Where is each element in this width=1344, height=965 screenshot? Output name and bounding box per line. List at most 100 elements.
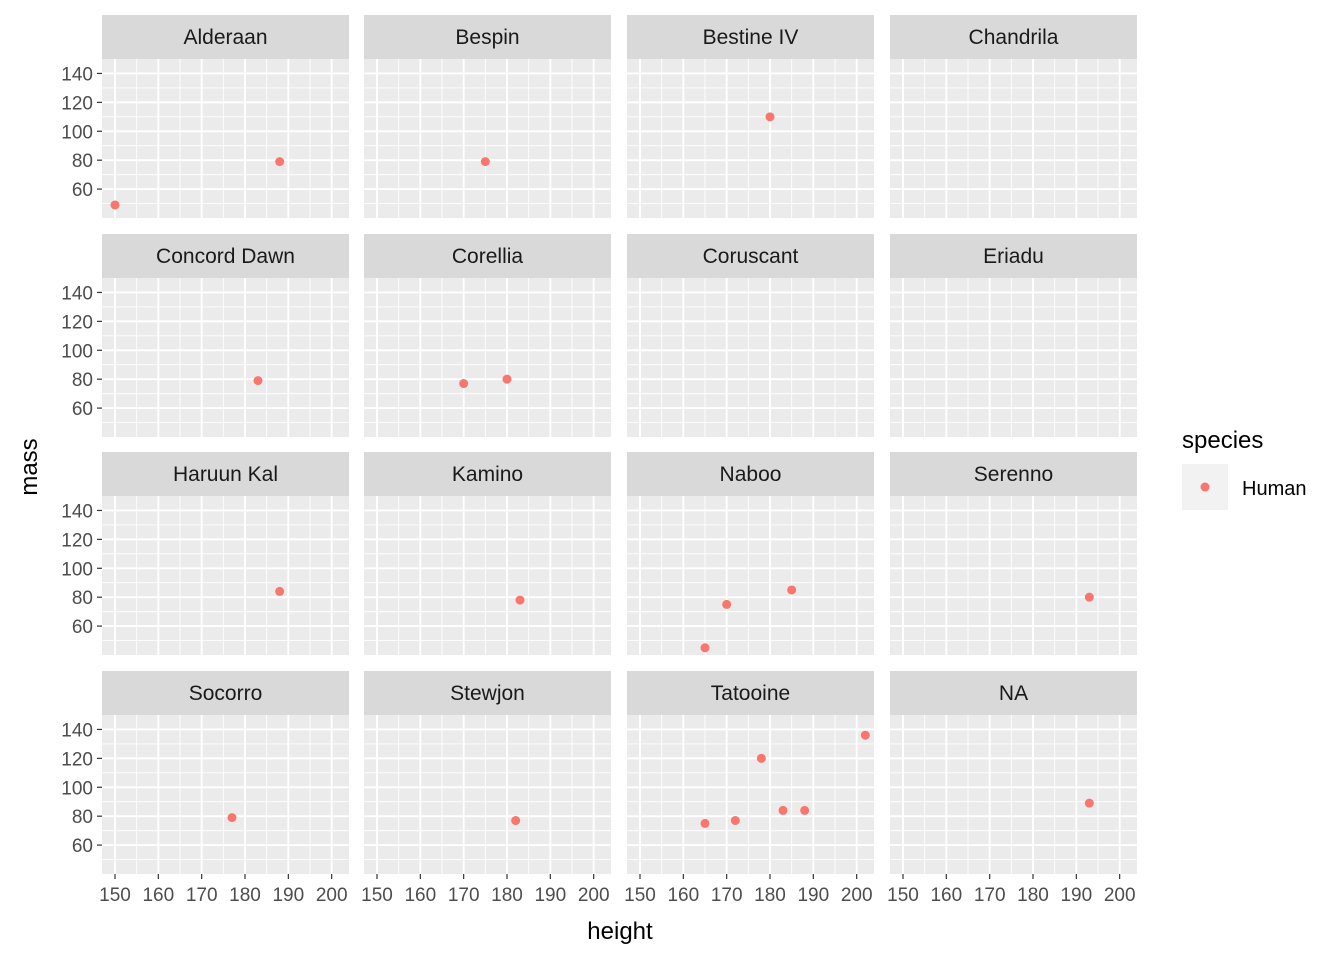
facet-strip-label: Corellia <box>452 245 524 268</box>
x-axis-title: height <box>587 918 653 945</box>
facet-panel <box>102 715 349 874</box>
y-tick-label: 100 <box>61 122 93 143</box>
facet-strip <box>102 452 349 496</box>
legend-title: species <box>1182 427 1263 454</box>
y-tick-label: 120 <box>61 530 93 551</box>
data-point <box>756 753 766 763</box>
data-point <box>511 816 521 826</box>
data-point <box>227 813 237 823</box>
facet-panel <box>890 496 1137 655</box>
x-tick-label: 200 <box>1104 885 1136 906</box>
facet-panel <box>627 715 874 874</box>
y-tick-label: 60 <box>72 399 93 420</box>
y-tick-label: 100 <box>61 778 93 799</box>
facet-strip <box>364 452 611 496</box>
x-tick-label: 180 <box>1017 885 1049 906</box>
y-tick-label: 100 <box>61 559 93 580</box>
x-tick-label: 170 <box>448 885 480 906</box>
data-point <box>502 374 512 384</box>
x-tick-label: 150 <box>99 885 131 906</box>
x-tick-label: 200 <box>578 885 610 906</box>
data-point <box>459 379 469 389</box>
y-tick-label: 120 <box>61 312 93 333</box>
x-tick-label: 190 <box>797 885 829 906</box>
facet-panel <box>364 715 611 874</box>
facet-strip <box>627 452 874 496</box>
data-point <box>700 818 710 828</box>
y-tick-label: 60 <box>72 180 93 201</box>
facet-strip-label: Serenno <box>974 463 1053 486</box>
data-point <box>1084 592 1094 602</box>
x-tick-label: 200 <box>316 885 348 906</box>
x-tick-label: 180 <box>754 885 786 906</box>
facet-strip <box>627 671 874 715</box>
y-tick-label: 80 <box>72 370 93 391</box>
legend-point <box>1200 482 1210 492</box>
data-point <box>275 586 285 596</box>
x-tick-label: 190 <box>272 885 304 906</box>
facet-strip-label: Socorro <box>189 682 263 705</box>
facet-strip <box>890 671 1137 715</box>
facet-panel <box>102 278 349 437</box>
y-tick-label: 140 <box>61 501 93 522</box>
data-point <box>1084 798 1094 808</box>
x-tick-label: 200 <box>841 885 873 906</box>
data-point <box>787 585 797 595</box>
facet-strip-label: Concord Dawn <box>156 245 295 268</box>
facet-panel <box>890 715 1137 874</box>
facet-strip-label: Kamino <box>452 463 523 486</box>
facet-strip-label: Tatooine <box>711 682 790 705</box>
x-tick-label: 150 <box>887 885 919 906</box>
y-tick-label: 60 <box>72 617 93 638</box>
facet-strip <box>627 15 874 59</box>
facet-strip <box>102 671 349 715</box>
facet-panel <box>102 59 349 218</box>
legend-label: Human <box>1242 478 1306 500</box>
x-tick-label: 180 <box>491 885 523 906</box>
facet-strip <box>890 15 1137 59</box>
facet-strip <box>102 234 349 278</box>
x-tick-label: 180 <box>229 885 261 906</box>
x-tick-label: 170 <box>711 885 743 906</box>
y-tick-label: 80 <box>72 151 93 172</box>
data-point <box>515 595 525 605</box>
facet-strip-label: Haruun Kal <box>173 463 278 486</box>
facet-panel <box>364 59 611 218</box>
x-tick-label: 160 <box>667 885 699 906</box>
facet-strip-label: Eriadu <box>983 245 1044 268</box>
y-tick-label: 100 <box>61 341 93 362</box>
y-tick-label: 60 <box>72 836 93 857</box>
facet-strip-label: Coruscant <box>703 245 799 268</box>
x-tick-label: 160 <box>404 885 436 906</box>
facet-panel <box>364 278 611 437</box>
x-tick-label: 160 <box>930 885 962 906</box>
x-tick-label: 160 <box>142 885 174 906</box>
data-point <box>275 157 285 167</box>
facet-panel <box>364 496 611 655</box>
facet-strip <box>364 15 611 59</box>
data-point <box>800 805 810 815</box>
facet-panel <box>102 496 349 655</box>
y-tick-label: 120 <box>61 749 93 770</box>
facet-strip-label: Stewjon <box>450 682 525 705</box>
y-tick-label: 80 <box>72 588 93 609</box>
y-axis-title: mass <box>16 438 43 495</box>
y-tick-label: 120 <box>61 93 93 114</box>
data-point <box>253 376 263 386</box>
facet-panel <box>627 278 874 437</box>
x-tick-label: 190 <box>1060 885 1092 906</box>
facet-strip-label: Chandrila <box>969 26 1059 49</box>
facet-strip <box>364 671 611 715</box>
facet-panel <box>890 278 1137 437</box>
x-tick-label: 170 <box>186 885 218 906</box>
y-tick-label: 80 <box>72 807 93 828</box>
x-tick-label: 190 <box>534 885 566 906</box>
facet-panel <box>627 496 874 655</box>
facet-strip-label: Bestine IV <box>703 26 799 49</box>
x-tick-label: 150 <box>624 885 656 906</box>
data-point <box>730 816 740 826</box>
facet-strip <box>102 15 349 59</box>
y-tick-label: 140 <box>61 64 93 85</box>
